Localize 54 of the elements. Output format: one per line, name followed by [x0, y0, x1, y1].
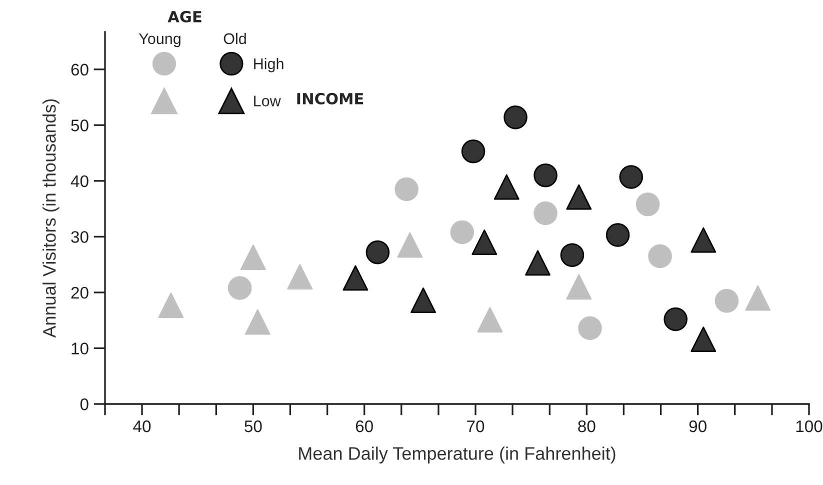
y-tick-label: 40	[70, 175, 88, 188]
point	[636, 192, 660, 216]
point	[450, 220, 474, 244]
point	[648, 244, 672, 268]
legend-label: Low	[254, 96, 281, 106]
point	[287, 264, 313, 290]
legend-label: High	[254, 58, 284, 72]
annotation: Young	[138, 33, 180, 48]
point	[525, 250, 550, 276]
y-tick-label: 20	[71, 286, 88, 299]
x-tick-label: 80	[578, 420, 596, 432]
point	[240, 244, 266, 270]
point	[714, 288, 739, 313]
annotation: INCOME	[297, 92, 364, 104]
point	[410, 288, 436, 313]
point	[566, 184, 592, 210]
point	[606, 223, 630, 247]
x-tick-label: 50	[244, 420, 262, 432]
point	[534, 163, 558, 188]
point	[397, 232, 423, 258]
y-axis-title: Annual Visitors (in thousands)	[42, 99, 60, 338]
y-tick-label: 60	[71, 64, 88, 76]
point	[394, 177, 418, 202]
point	[472, 230, 498, 255]
point	[158, 292, 184, 318]
point	[366, 240, 390, 264]
point	[228, 276, 252, 300]
x-axis-title: Mean Daily Temperature (in Fahrenheit)	[299, 446, 616, 464]
x-tick-label: 100	[796, 420, 822, 432]
point	[566, 274, 592, 300]
x-tick-label: 40	[133, 420, 151, 432]
point	[504, 105, 528, 130]
point	[534, 201, 558, 226]
point	[342, 265, 368, 291]
point	[578, 316, 602, 340]
point	[664, 307, 688, 332]
point	[690, 326, 716, 352]
y-tick-label: 10	[72, 342, 88, 354]
y-tick-label: 30	[71, 231, 88, 243]
point	[494, 174, 520, 200]
x-tick-label: 90	[689, 420, 706, 432]
annotation: Old	[224, 32, 246, 44]
point	[461, 139, 486, 164]
point	[745, 285, 771, 311]
text: AGE	[168, 10, 202, 22]
point	[560, 243, 584, 267]
x-tick-label: 60	[356, 420, 373, 432]
y-tick-label: 0	[80, 398, 88, 410]
point	[477, 307, 503, 333]
x-tick-label: 70	[467, 420, 484, 432]
point	[619, 165, 644, 189]
y-tick-label: 50	[71, 120, 88, 132]
point	[244, 309, 270, 335]
point	[690, 227, 716, 253]
